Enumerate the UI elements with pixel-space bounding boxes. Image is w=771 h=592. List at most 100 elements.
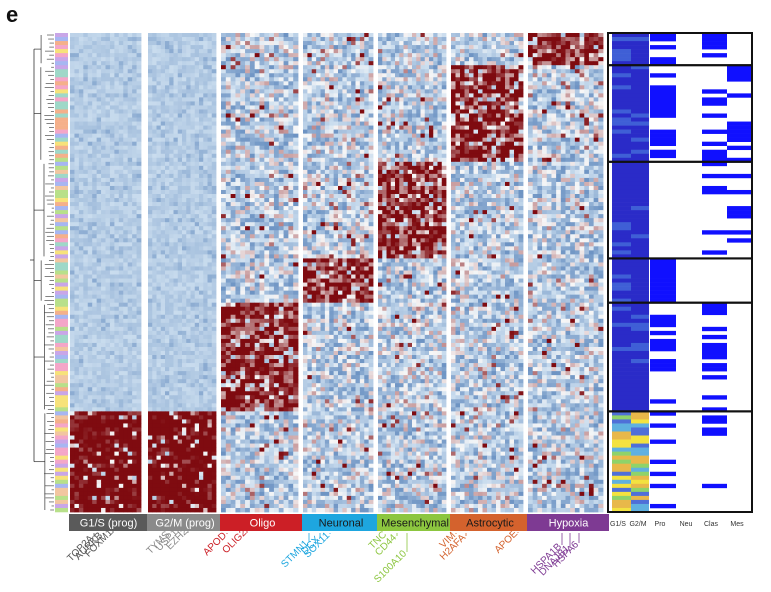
heatmap-cell xyxy=(109,375,115,380)
heatmap-cell xyxy=(259,137,265,143)
heatmap-cell xyxy=(240,250,246,255)
heatmap-cell xyxy=(177,181,183,187)
heatmap-cell xyxy=(207,391,213,396)
heatmap-cell xyxy=(177,230,183,235)
heatmap-cell xyxy=(186,133,191,139)
heatmap-cell xyxy=(109,77,115,82)
heatmap-cell xyxy=(207,45,213,50)
annotation-cell xyxy=(55,61,68,66)
heatmap-cell xyxy=(114,145,120,151)
heatmap-cell xyxy=(101,278,106,283)
heatmap-cell xyxy=(74,105,80,110)
heatmap-cell xyxy=(136,89,142,94)
heatmap-cell xyxy=(92,503,98,509)
heatmap-cell xyxy=(259,57,265,62)
heatmap-cell xyxy=(87,97,93,102)
heatmap-cell xyxy=(114,97,120,102)
heatmap-cell xyxy=(70,274,75,279)
heatmap-cell xyxy=(96,306,102,312)
heatmap-cell xyxy=(288,65,294,70)
heatmap-cell xyxy=(235,161,241,167)
heatmap-cell xyxy=(186,302,191,308)
heatmap-cell xyxy=(148,367,153,372)
heatmap-cell xyxy=(148,89,153,94)
heatmap-cell xyxy=(148,85,153,90)
heatmap-cell xyxy=(132,443,137,448)
heatmap-cell xyxy=(96,355,102,360)
heatmap-cell xyxy=(194,302,200,308)
heatmap-cell xyxy=(288,169,294,175)
heatmap-cell xyxy=(177,395,183,400)
heatmap-cell xyxy=(123,222,129,227)
heatmap-cell xyxy=(109,294,115,300)
heatmap-cell xyxy=(165,491,170,497)
heatmap-cell xyxy=(207,185,213,191)
heatmap-cell xyxy=(273,185,280,191)
heatmap-cell xyxy=(211,177,217,183)
heatmap-cell xyxy=(160,399,166,404)
heatmap-cell xyxy=(160,161,166,167)
heatmap-cell xyxy=(83,214,89,219)
heatmap-cell xyxy=(78,258,84,263)
heatmap-cell xyxy=(221,161,227,167)
heatmap-cell xyxy=(190,113,196,118)
heatmap-cell xyxy=(109,435,115,440)
heatmap-cell xyxy=(78,125,84,131)
heatmap-cell xyxy=(123,463,129,469)
heatmap-cell xyxy=(83,97,89,102)
annotation-cell xyxy=(55,326,68,332)
heatmap-cell xyxy=(165,93,170,98)
heatmap-cell xyxy=(203,105,208,110)
heatmap-cell xyxy=(123,330,129,336)
heatmap-cell xyxy=(169,153,174,159)
heatmap-cell xyxy=(152,415,157,420)
heatmap-cell xyxy=(165,318,170,324)
heatmap-cell xyxy=(114,194,120,199)
heatmap-cell xyxy=(194,443,200,448)
heatmap-cell xyxy=(114,310,120,316)
heatmap-cell xyxy=(105,479,111,485)
heatmap-cell xyxy=(182,89,187,94)
heatmap-cell xyxy=(240,33,246,38)
heatmap-cell xyxy=(273,145,280,151)
heatmap-cell xyxy=(136,226,142,231)
heatmap-cell xyxy=(114,169,120,175)
heatmap-cell xyxy=(273,161,280,167)
heatmap-cell xyxy=(288,69,294,74)
heatmap-cell xyxy=(160,230,166,235)
heatmap-cell xyxy=(259,202,265,207)
heatmap-cell xyxy=(207,129,213,135)
heatmap-cell xyxy=(182,181,187,187)
heatmap-cell xyxy=(83,423,89,428)
heatmap-cell xyxy=(127,81,133,86)
heatmap-cell xyxy=(225,161,232,167)
heatmap-cell xyxy=(245,53,251,58)
heatmap-cell xyxy=(190,173,196,179)
heatmap-cell xyxy=(87,161,93,167)
heatmap-cell xyxy=(87,411,93,416)
heatmap-cell xyxy=(114,218,120,223)
heatmap-cell xyxy=(96,435,102,440)
heatmap-cell xyxy=(123,359,129,364)
heatmap-cell xyxy=(230,242,236,247)
heatmap-cell xyxy=(186,61,191,66)
heatmap-cell xyxy=(173,346,179,352)
heatmap-cell xyxy=(114,302,120,308)
heatmap-cell xyxy=(148,395,153,400)
heatmap-cell xyxy=(87,475,93,481)
heatmap-cell xyxy=(211,463,217,469)
heatmap-cell xyxy=(177,49,183,54)
heatmap-cell xyxy=(177,306,183,312)
heatmap-cell xyxy=(74,479,80,485)
heatmap-cell xyxy=(240,173,246,179)
heatmap-cell xyxy=(269,69,275,74)
heatmap-cell xyxy=(101,387,106,392)
heatmap-cell xyxy=(118,431,124,436)
heatmap-cell xyxy=(194,383,200,388)
heatmap-cell xyxy=(70,302,75,308)
heatmap-cell xyxy=(148,419,153,424)
heatmap-cell xyxy=(264,206,270,211)
heatmap-cell xyxy=(207,479,213,485)
heatmap-cell xyxy=(288,230,294,235)
heatmap-cell xyxy=(173,198,179,203)
